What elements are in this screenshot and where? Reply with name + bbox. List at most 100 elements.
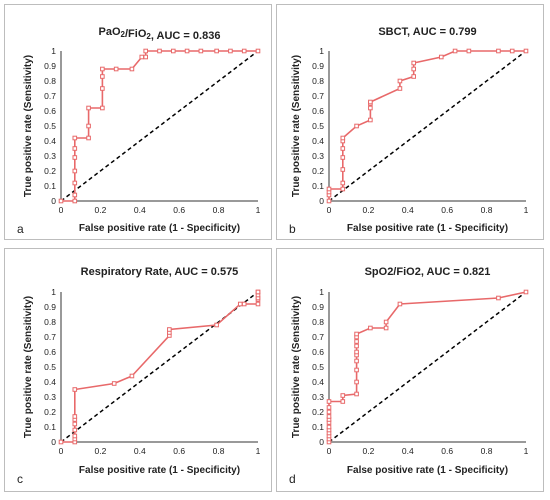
roc-point	[326, 399, 332, 404]
y-tick-label: 0.1	[44, 422, 56, 432]
x-tick-label: 1	[256, 205, 261, 215]
panel-letter: d	[289, 472, 296, 486]
roc-chart-a: PaO2/FiO2, AUC = 0.83600.10.20.30.40.50.…	[17, 26, 261, 236]
x-tick-label: 0.2	[362, 446, 374, 456]
roc-point	[228, 48, 233, 54]
panel-a: PaO2/FiO2, AUC = 0.836 0 0.1 0.2 0.3 0.4 0.5 0.…	[4, 4, 272, 240]
y-tick-label: 0.8	[44, 317, 56, 327]
roc-point	[72, 427, 78, 433]
x-tick-label: 0.4	[134, 205, 146, 215]
y-tick-label: 0.7	[312, 332, 324, 342]
roc-point	[255, 48, 261, 54]
roc-point	[326, 186, 332, 192]
roc-point	[368, 99, 373, 105]
roc-point	[509, 48, 515, 54]
roc-point	[354, 331, 359, 337]
roc-point	[86, 123, 91, 129]
y-axis-label: True positive rate (Sensitivity)	[23, 296, 34, 438]
roc-point	[139, 54, 145, 60]
roc-point	[72, 414, 78, 419]
reference-diagonal	[60, 50, 259, 202]
chart-title: Respiratory Rate, AUC = 0.575	[81, 266, 239, 278]
roc-point	[72, 135, 78, 141]
roc-point	[383, 319, 389, 325]
roc-point	[340, 180, 346, 186]
x-tick-label: 1	[524, 446, 529, 456]
roc-point	[241, 301, 247, 307]
roc-point	[100, 74, 105, 79]
roc-curve-line	[61, 50, 258, 202]
roc-point	[72, 146, 78, 151]
x-tick-label: 1	[524, 205, 529, 215]
y-tick-label: 0.5	[312, 362, 324, 372]
chart-title-part: , AUC = 0.836	[151, 30, 221, 42]
panel-letter: b	[289, 222, 296, 236]
chart-title: SBCT, AUC = 0.799	[378, 26, 476, 38]
roc-point	[167, 327, 172, 332]
y-tick-label: 0.3	[44, 392, 56, 402]
y-tick-label: 0.5	[44, 121, 56, 131]
roc-point	[72, 192, 78, 198]
roc-point	[397, 78, 403, 84]
roc-point	[255, 301, 261, 307]
chart-title: PaO2/FiO2, AUC = 0.836	[99, 26, 221, 42]
x-axis-label: False positive rate (1 - Specificity)	[347, 223, 508, 234]
roc-point	[340, 146, 346, 151]
x-tick-label: 0.6	[173, 446, 185, 456]
y-tick-label: 0.3	[312, 151, 324, 161]
y-tick-label: 0.9	[312, 302, 324, 312]
chart-title-part: 2	[121, 30, 126, 39]
panel-d: SpO2/FiO2, AUC = 0.821 0 0.1 0.2 0.3 0.4 0.5 0.…	[276, 248, 544, 492]
roc-point	[157, 48, 162, 54]
y-tick-label: 0.2	[44, 166, 56, 176]
chart-title: SpO2/FiO2, AUC = 0.821	[365, 266, 491, 278]
roc-point	[340, 399, 346, 404]
y-tick-label: 0.6	[312, 347, 324, 357]
x-tick-label: 0	[327, 205, 332, 215]
roc-point	[58, 198, 64, 204]
y-tick-label: 0.4	[44, 377, 56, 387]
chart-title-part: /FiO	[125, 28, 147, 40]
roc-point	[496, 295, 501, 301]
y-tick-label: 1	[319, 46, 324, 56]
y-tick-label: 0.2	[44, 407, 56, 417]
y-axis-label: True positive rate (Sensitivity)	[291, 55, 302, 197]
panel-c: Respiratory Rate, AUC = 0.575 0 0.1 0.2 0.3 0…	[4, 248, 272, 492]
roc-point	[466, 48, 472, 54]
roc-point	[100, 66, 105, 72]
roc-point	[86, 135, 91, 141]
roc-point	[326, 405, 332, 410]
y-tick-label: 0.4	[44, 136, 56, 146]
x-tick-label: 0.4	[402, 205, 414, 215]
roc-point	[354, 391, 359, 397]
x-tick-label: 0	[59, 446, 64, 456]
roc-point	[368, 325, 373, 331]
reference-diagonal	[328, 50, 527, 202]
x-tick-label: 0.2	[362, 205, 374, 215]
x-axis-label: False positive rate (1 - Specificity)	[79, 223, 240, 234]
roc-point	[198, 48, 204, 54]
y-tick-label: 0.3	[312, 392, 324, 402]
reference-diagonal	[328, 291, 527, 443]
roc-point	[368, 117, 373, 123]
roc-point	[143, 54, 149, 60]
roc-point	[326, 414, 332, 419]
roc-point	[368, 105, 373, 111]
roc-point	[111, 381, 117, 386]
x-axis-label: False positive rate (1 - Specificity)	[79, 465, 240, 476]
panel-b: SBCT, AUC = 0.799 0 0.1 0.2 0.3 0.4 0.5 0.6 0.7 0…	[276, 4, 544, 240]
roc-point	[411, 66, 417, 72]
roc-point	[326, 198, 332, 204]
y-tick-label: 0.3	[44, 151, 56, 161]
roc-point	[383, 325, 389, 331]
roc-point	[100, 86, 105, 91]
y-tick-label: 0.8	[44, 76, 56, 86]
roc-point	[354, 123, 359, 129]
roc-point	[340, 135, 346, 141]
roc-point	[397, 301, 403, 307]
y-tick-label: 0.6	[312, 106, 324, 116]
x-tick-label: 0.6	[173, 205, 185, 215]
x-axis-label: False positive rate (1 - Specificity)	[347, 465, 508, 476]
y-tick-label: 0.9	[312, 61, 324, 71]
y-tick-label: 0.5	[312, 121, 324, 131]
